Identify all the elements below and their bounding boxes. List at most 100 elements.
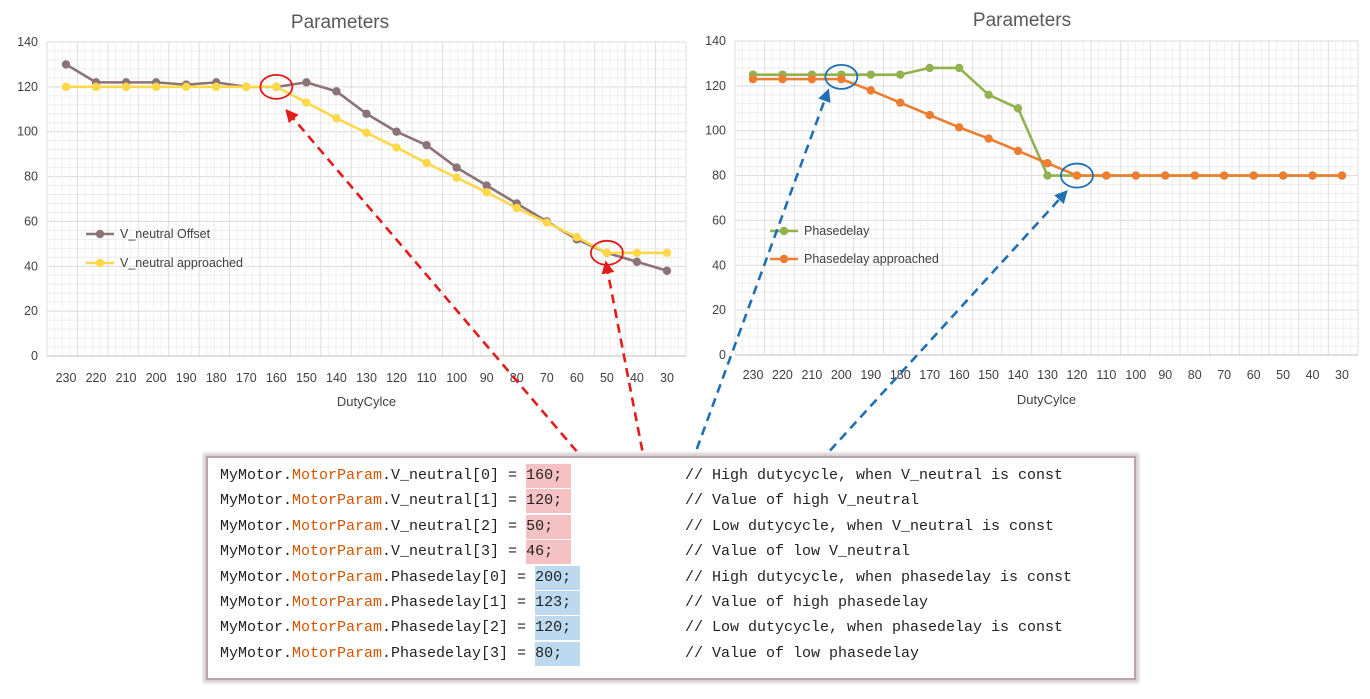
code-field: .V_neutral[0] =: [382, 467, 527, 484]
code-line: MyMotor.MotorParam.V_neutral[1] = 120; //…: [220, 489, 919, 514]
data-point: [512, 203, 521, 213]
x-tick-label: 210: [116, 371, 137, 385]
code-param-name: MotorParam: [292, 644, 383, 662]
code-value-highlight: 120;: [535, 616, 581, 641]
code-comment: // Value of high phasedelay: [685, 594, 929, 611]
code-param-name: MotorParam: [292, 619, 383, 637]
code-line: MyMotor.MotorParam.V_neutral[3] = 46; // …: [220, 540, 910, 565]
code-object: MyMotor.: [220, 568, 293, 586]
x-tick-label: 180: [206, 371, 227, 385]
code-comment: // High dutycycle, when phasedelay is co…: [685, 568, 1073, 586]
code-param-name: MotorParam: [292, 492, 383, 510]
code-object: MyMotor.: [220, 594, 293, 611]
x-tick-label: 100: [1125, 368, 1146, 382]
x-tick-label: 220: [86, 371, 107, 385]
y-tick-label: 100: [17, 125, 38, 139]
data-point: [482, 188, 491, 197]
data-point: [422, 158, 431, 168]
x-tick-label: 160: [266, 371, 287, 385]
y-tick-label: 80: [24, 170, 38, 184]
x-tick-label: 170: [236, 371, 257, 385]
data-point: [302, 78, 311, 87]
dashed-arrow-red: [601, 260, 650, 481]
data-point: [662, 248, 672, 258]
chart-2: Parameters 0 20 40 60 80 100 120 140 230 220 210 200…: [705, 10, 1359, 407]
y-tick-label: 60: [24, 214, 38, 228]
x-tick-label: 90: [480, 371, 494, 385]
y-tick-label: 40: [24, 259, 38, 273]
grid: [734, 40, 1359, 356]
data-point: [422, 140, 431, 150]
data-point: [1308, 171, 1317, 180]
data-point: [212, 82, 221, 92]
x-tick-label: 190: [176, 371, 197, 385]
x-tick-label: 110: [417, 371, 437, 385]
data-point: [807, 74, 817, 84]
data-point: [362, 128, 371, 138]
code-comment: // Low dutycycle, when V_neutral is cons…: [685, 517, 1055, 535]
x-tick-label: 90: [1158, 368, 1172, 382]
data-point: [866, 86, 875, 95]
data-point: [1190, 171, 1199, 180]
y-tick-label: 40: [712, 258, 726, 272]
data-point: [452, 163, 461, 172]
code-field: .V_neutral[2] =: [382, 517, 527, 535]
code-object: MyMotor.: [220, 517, 293, 535]
data-point: [632, 248, 642, 258]
code-line: MyMotor.MotorParam.Phasedelay[3] = 80; //…: [220, 641, 919, 666]
legend-swatch-marker: [779, 226, 789, 236]
code-value-highlight: 160;: [526, 464, 572, 488]
x-tick-label: 230: [56, 371, 77, 385]
y-tick-label: 140: [17, 35, 38, 49]
x-tick-label: 120: [386, 371, 407, 385]
data-point: [1278, 171, 1288, 180]
data-point: [837, 74, 846, 84]
series-2: [61, 82, 672, 258]
y-tick-label: 80: [712, 169, 726, 183]
data-point: [748, 74, 758, 84]
data-point: [242, 82, 251, 92]
data-point: [332, 87, 341, 96]
data-point: [272, 82, 281, 92]
y-tick-label: 100: [705, 124, 726, 138]
x-tick-label: 50: [600, 371, 614, 385]
code-line: MyMotor.MotorParam.Phasedelay[0] = 200; /…: [220, 565, 1072, 590]
x-tick-label: 40: [1306, 368, 1320, 382]
code-field: .Phasedelay[3] =: [382, 644, 536, 662]
data-point: [452, 173, 461, 182]
data-point: [302, 98, 311, 107]
code-field: .V_neutral[3] =: [382, 543, 527, 561]
x-tick-label: 130: [356, 371, 377, 385]
x-tick-label: 160: [949, 368, 970, 382]
data-point: [392, 143, 401, 152]
x-tick-label: 60: [570, 371, 584, 385]
code-value-highlight: 123;: [535, 591, 581, 615]
x-tick-label: 100: [446, 371, 467, 385]
legend-label: V_neutral Offset: [120, 227, 211, 241]
x-tick-label: 70: [1217, 368, 1231, 382]
data-point: [1043, 171, 1052, 180]
x-tick-label: 200: [831, 368, 852, 382]
code-param-name: MotorParam: [292, 594, 383, 611]
code-object: MyMotor.: [220, 619, 293, 637]
x-tick-label: 200: [146, 371, 167, 385]
y-tick-label: 60: [712, 213, 726, 227]
x-tick-label: 210: [801, 368, 822, 382]
dashed-arrow-red: [285, 109, 597, 475]
data-point: [572, 232, 582, 242]
chart-title: Parameters: [973, 10, 1071, 31]
code-value-highlight: 46;: [526, 540, 572, 565]
code-object: MyMotor.: [220, 644, 293, 662]
legend-swatch-marker: [95, 258, 105, 268]
x-tick-label: 70: [540, 371, 554, 385]
data-point: [866, 70, 875, 79]
data-point: [1013, 146, 1023, 156]
code-line: MyMotor.MotorParam.Phasedelay[2] = 120; /…: [220, 616, 1063, 641]
legend-label: Phasedelay: [804, 224, 870, 238]
data-point: [121, 82, 131, 92]
code-value-highlight: 200;: [535, 565, 581, 590]
x-tick-label: 110: [1096, 368, 1116, 382]
code-object: MyMotor.: [220, 492, 293, 510]
code-param-name: MotorParam: [292, 517, 383, 535]
